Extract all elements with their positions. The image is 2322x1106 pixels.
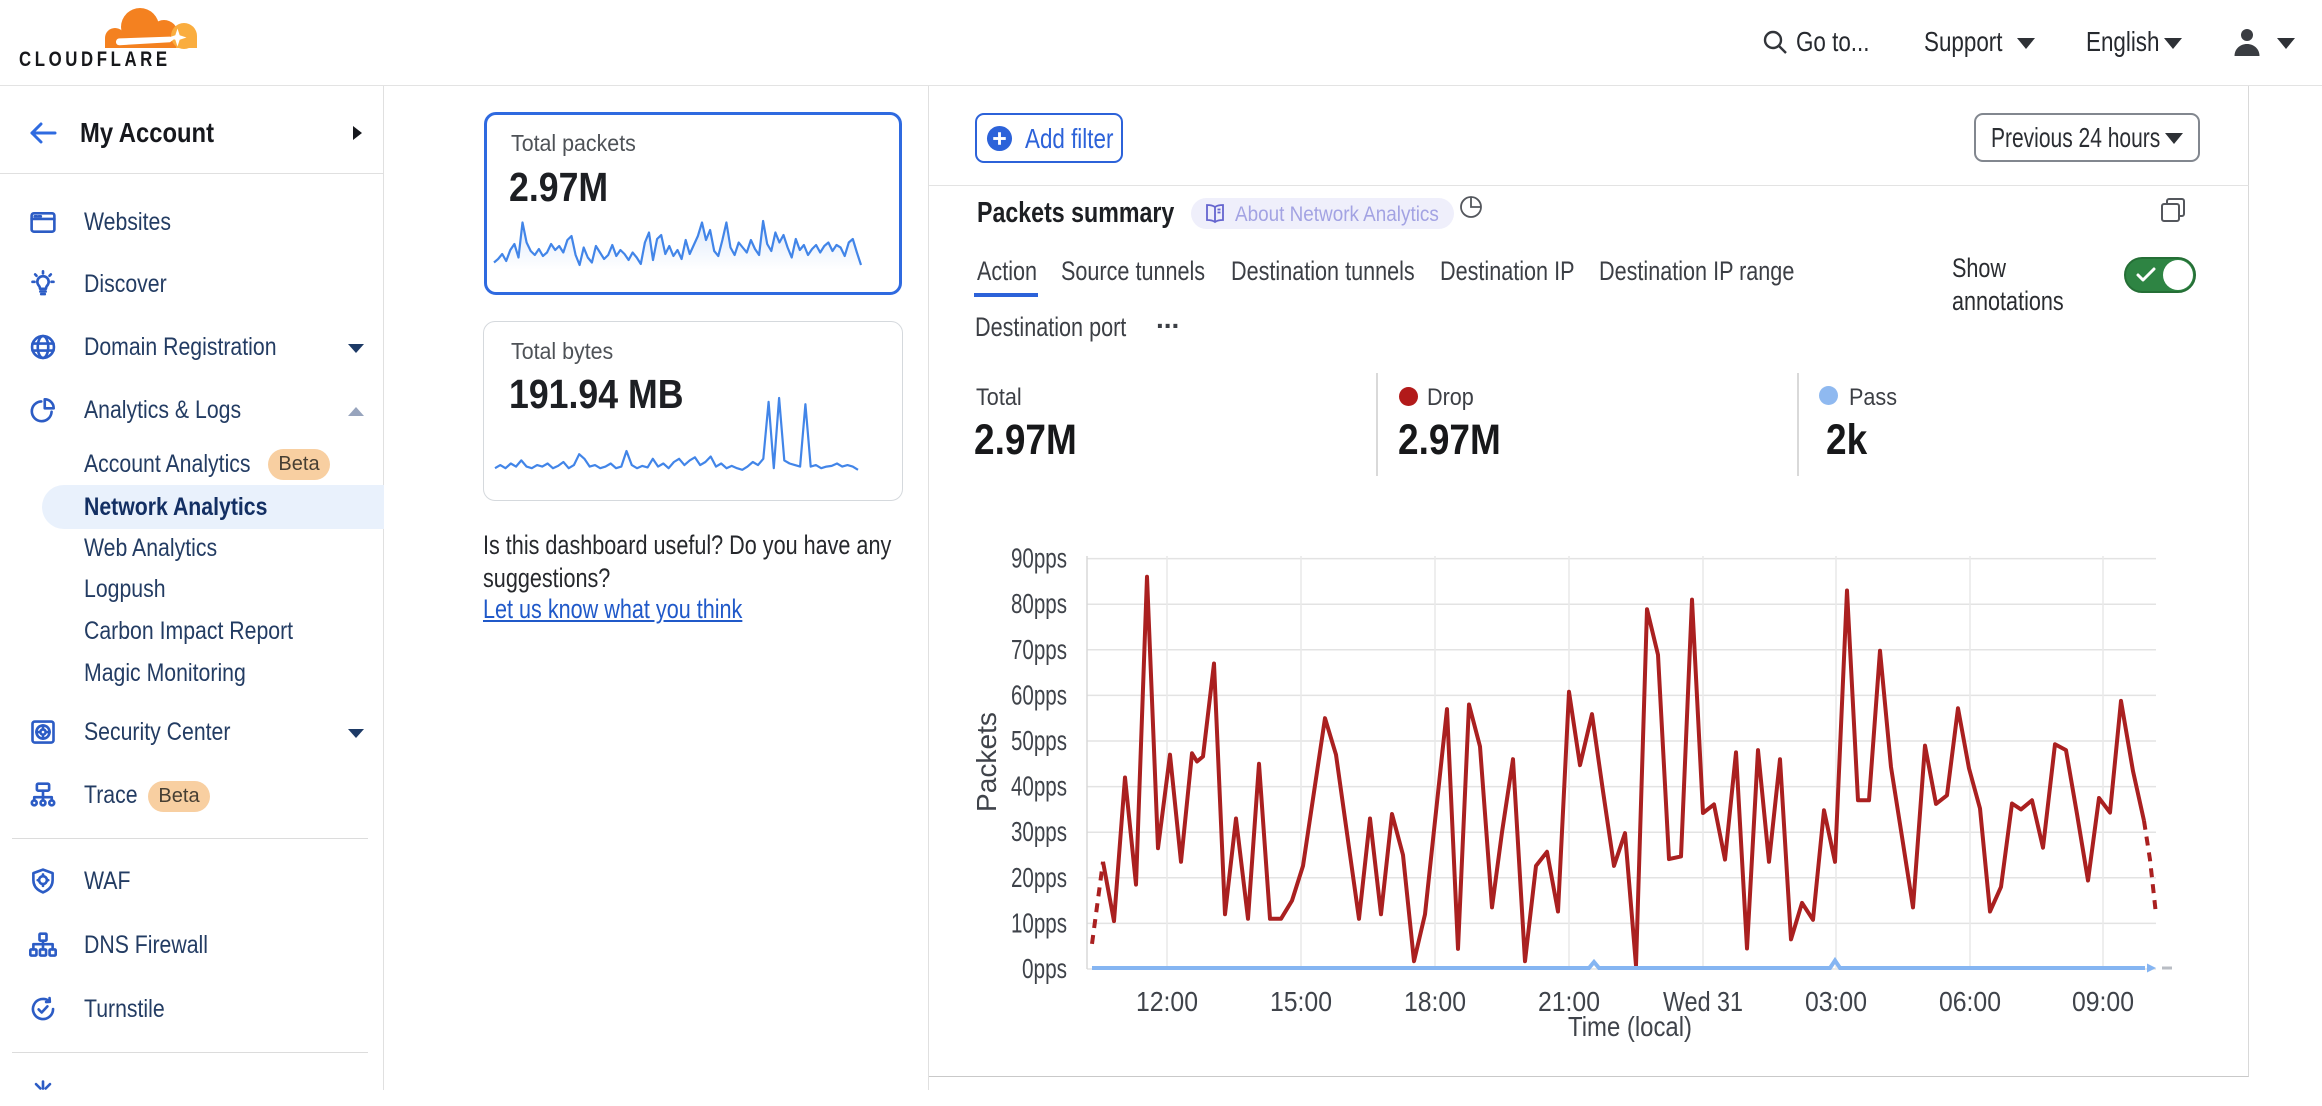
svg-text:40pps: 40pps xyxy=(1011,771,1067,802)
svg-text:10pps: 10pps xyxy=(1011,907,1067,938)
svg-text:80pps: 80pps xyxy=(1011,588,1067,619)
svg-text:Packets: Packets xyxy=(971,712,1002,812)
svg-text:70pps: 70pps xyxy=(1011,634,1067,665)
svg-text:18:00: 18:00 xyxy=(1404,986,1466,1017)
svg-text:50pps: 50pps xyxy=(1011,725,1067,756)
svg-text:06:00: 06:00 xyxy=(1939,986,2001,1017)
svg-text:20pps: 20pps xyxy=(1011,862,1067,893)
svg-text:30pps: 30pps xyxy=(1011,816,1067,847)
svg-text:Wed 31: Wed 31 xyxy=(1663,986,1743,1017)
svg-text:03:00: 03:00 xyxy=(1805,986,1867,1017)
svg-text:12:00: 12:00 xyxy=(1136,986,1198,1017)
svg-text:60pps: 60pps xyxy=(1011,679,1067,710)
svg-text:09:00: 09:00 xyxy=(2072,986,2134,1017)
svg-text:21:00: 21:00 xyxy=(1538,986,1600,1017)
svg-text:Time (local): Time (local) xyxy=(1568,1011,1692,1042)
svg-text:0pps: 0pps xyxy=(1022,953,1067,984)
svg-text:15:00: 15:00 xyxy=(1270,986,1332,1017)
svg-text:90pps: 90pps xyxy=(1011,543,1067,574)
